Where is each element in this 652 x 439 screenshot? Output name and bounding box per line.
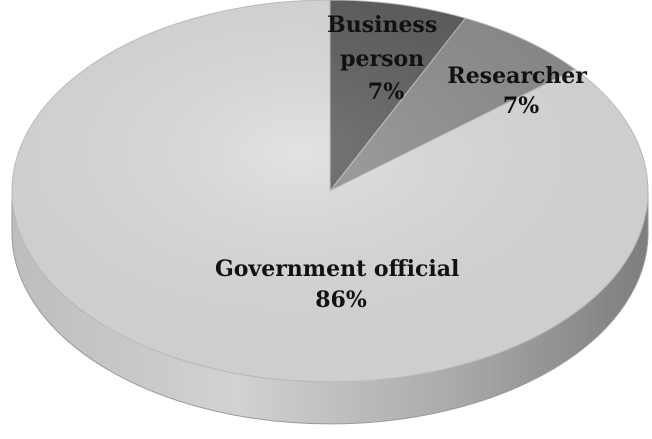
slice-label-business-person: Business person 7% <box>327 12 445 105</box>
slice-label-government-official: Government official 86% <box>215 256 467 313</box>
slice-label-researcher: Researcher 7% <box>447 63 594 119</box>
pie-labels: Business person 7% Researcher 7% Governm… <box>215 12 594 313</box>
pie-slices <box>11 0 649 383</box>
